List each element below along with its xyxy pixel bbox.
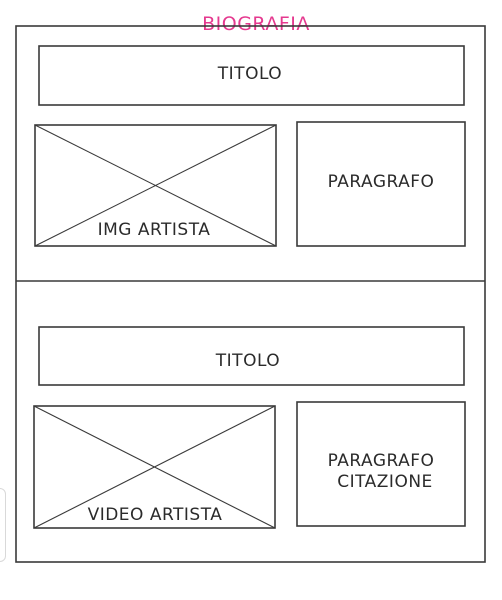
section-1-title-box <box>38 45 465 106</box>
section-1-paragraph-box <box>296 121 466 247</box>
image-placeholder-label: IMG ARTISTA <box>98 220 211 240</box>
section-1-title: TITOLO <box>217 64 282 84</box>
video-placeholder-box <box>33 405 276 529</box>
section-1: TITOLO IMG ARTISTA PARAGRAFO <box>34 45 466 247</box>
page-frame <box>15 25 486 563</box>
section-2-paragraph-line-2: CITAZIONE <box>337 472 433 492</box>
section-2-video-placeholder: VIDEO ARTISTA <box>33 405 276 529</box>
section-2-title: TITOLO <box>215 351 280 371</box>
section-2-paragraph-line-1: PARAGRAFO <box>328 451 435 471</box>
placeholder-cross-line-b <box>34 124 277 247</box>
section-2: TITOLO VIDEO ARTISTA PARAGRAFO CITAZIONE <box>33 326 466 529</box>
section-1-paragraph-label: PARAGRAFO <box>328 172 435 192</box>
section-1-image-placeholder: IMG ARTISTA <box>34 124 277 247</box>
image-placeholder-box <box>34 124 277 247</box>
video-placeholder-label: VIDEO ARTISTA <box>88 505 223 525</box>
placeholder-cross-line-b <box>33 405 276 529</box>
page-title: BIOGRAFIA <box>202 13 310 35</box>
section-2-title-box <box>38 326 465 386</box>
section-2-paragraph-box <box>296 401 466 527</box>
side-panel-handle[interactable] <box>0 488 6 562</box>
